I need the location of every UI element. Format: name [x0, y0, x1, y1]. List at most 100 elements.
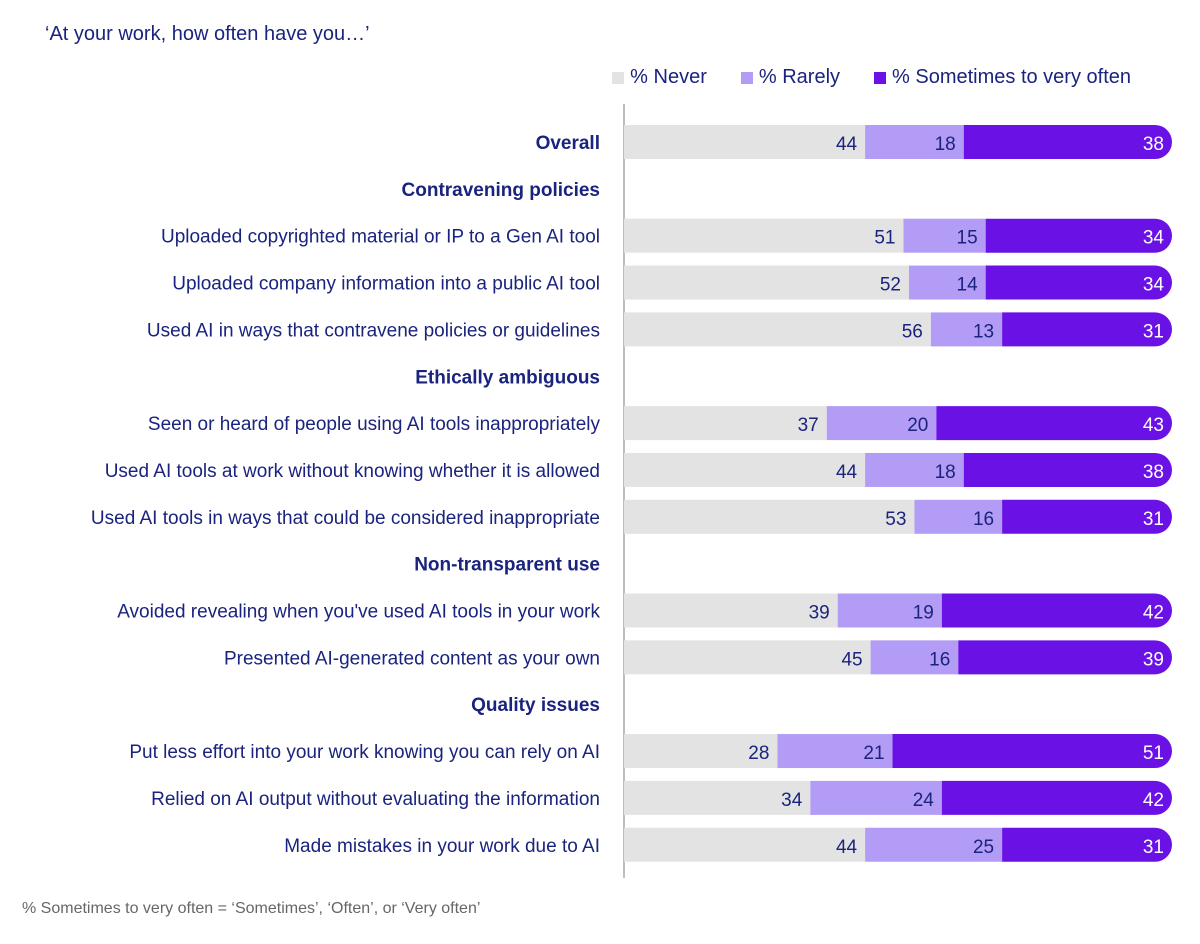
group-heading: Ethically ambiguous: [415, 367, 600, 388]
data-label: 34: [1143, 275, 1165, 296]
bar-segment-sometimes: [941, 593, 1172, 628]
row-label: Put less effort into your work knowing y…: [129, 742, 600, 763]
data-label: 18: [935, 462, 956, 483]
bar-segment-rarely: [903, 218, 986, 253]
legend-item-never: % Never: [612, 66, 707, 89]
chart-legend: % Never % Rarely % Sometimes to very oft…: [612, 66, 1131, 89]
bar-segment-sometimes: [941, 780, 1172, 815]
bar-segment-rarely: [777, 734, 893, 769]
bar-segment-never: [624, 827, 866, 862]
bar-segment-sometimes: [958, 640, 1172, 675]
group-heading: Non-transparent use: [414, 555, 600, 576]
row-label: Used AI in ways that contravene policies…: [147, 320, 600, 341]
data-label: 28: [748, 743, 769, 764]
row-label: Uploaded company information into a publ…: [172, 274, 600, 295]
data-label: 51: [874, 228, 895, 249]
legend-item-rarely: % Rarely: [740, 66, 841, 89]
row-label: Seen or heard of people using AI tools i…: [148, 414, 601, 435]
data-label: 16: [929, 649, 950, 670]
bar-segment-never: [624, 593, 838, 628]
data-label: 39: [809, 603, 830, 624]
bar-segment-never: [624, 218, 904, 253]
bar-segment-never: [624, 312, 931, 347]
data-label: 31: [1143, 509, 1164, 530]
legend-swatch-rarely: [740, 71, 753, 84]
bar-segment-rarely: [837, 593, 942, 628]
data-label: 45: [841, 649, 862, 670]
data-label: 34: [781, 790, 803, 811]
row-label: Made mistakes in your work due to AI: [284, 836, 600, 857]
data-label: 13: [973, 321, 994, 342]
row-label: Uploaded copyrighted material or IP to a…: [161, 227, 600, 248]
data-label: 24: [913, 790, 935, 811]
data-label: 16: [973, 509, 994, 530]
bar-segment-sometimes: [963, 125, 1172, 159]
bar-segment-sometimes: [985, 265, 1172, 300]
legend-item-sometimes: % Sometimes to very often: [874, 66, 1131, 89]
data-label: 42: [1143, 790, 1164, 811]
bar-segment-never: [624, 406, 827, 441]
bar-segment-sometimes: [985, 218, 1172, 253]
bar-segment-sometimes: [1002, 827, 1172, 862]
bar-segment-rarely: [865, 125, 964, 159]
bar-segment-rarely: [865, 452, 964, 487]
bar-segment-rarely: [810, 780, 942, 815]
legend-label-rarely: % Rarely: [758, 66, 841, 88]
bar-segment-rarely: [914, 499, 1003, 534]
data-label: 42: [1143, 603, 1164, 624]
bar-segment-never: [624, 125, 866, 159]
row-label: Relied on AI output without evaluating t…: [151, 789, 600, 810]
data-label: 20: [907, 415, 928, 436]
group-heading: Contravening policies: [402, 180, 600, 201]
legend-swatch-sometimes: [874, 71, 887, 84]
data-label: 53: [885, 509, 906, 530]
group-heading: Quality issues: [471, 695, 600, 716]
bar-segment-rarely: [870, 640, 959, 675]
row-label: Used AI tools in ways that could be cons…: [91, 508, 600, 529]
bar-segment-never: [624, 734, 778, 769]
data-label: 31: [1143, 837, 1164, 858]
bar-segment-never: [624, 780, 811, 815]
data-label: 15: [957, 228, 978, 249]
legend-label-sometimes: % Sometimes to very often: [892, 66, 1131, 88]
data-label: 56: [902, 321, 923, 342]
row-label: Avoided revealing when you've used AI to…: [117, 602, 600, 623]
bar-segment-sometimes: [892, 734, 1172, 769]
bar-segment-rarely: [908, 265, 986, 300]
bar-segment-rarely: [930, 312, 1003, 347]
data-label: 43: [1143, 415, 1164, 436]
bar-segment-rarely: [826, 406, 937, 441]
data-label: 14: [957, 275, 979, 296]
data-label: 44: [836, 462, 858, 483]
data-label: 44: [836, 134, 858, 155]
data-label: 25: [973, 837, 994, 858]
bar-segment-never: [624, 640, 871, 675]
bar-segment-rarely: [865, 827, 1003, 862]
bar-segment-sometimes: [1002, 312, 1172, 347]
bar-segment-sometimes: [963, 452, 1172, 487]
data-label: 38: [1143, 462, 1164, 483]
data-label: 52: [880, 275, 901, 296]
data-label: 31: [1143, 321, 1164, 342]
row-label: Presented AI-generated content as your o…: [224, 648, 600, 669]
data-label: 19: [913, 603, 934, 624]
data-label: 51: [1143, 743, 1164, 764]
data-label: 21: [863, 743, 884, 764]
bar-segment-never: [624, 265, 909, 300]
data-label: 18: [935, 134, 956, 155]
row-label: Used AI tools at work without knowing wh…: [105, 461, 600, 482]
chart-footnote: % Sometimes to very often = ‘Sometimes’,…: [22, 900, 481, 917]
bar-segment-sometimes: [936, 406, 1172, 441]
bar-segment-never: [624, 499, 915, 534]
data-label: 38: [1143, 134, 1164, 155]
data-label: 39: [1143, 649, 1164, 670]
bar-segment-sometimes: [1002, 499, 1172, 534]
data-label: 44: [836, 837, 858, 858]
legend-label-never: % Never: [630, 66, 707, 88]
group-heading: Overall: [536, 133, 600, 154]
data-label: 37: [798, 415, 819, 436]
chart-question: ‘At your work, how often have you…’: [45, 23, 370, 45]
legend-swatch-never: [612, 71, 625, 84]
data-label: 34: [1143, 228, 1165, 249]
